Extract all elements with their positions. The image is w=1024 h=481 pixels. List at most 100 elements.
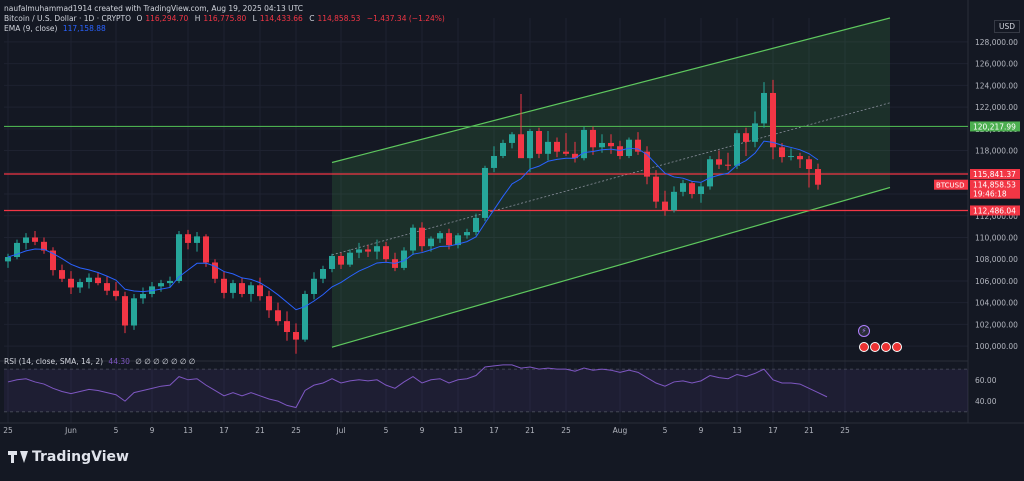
candle-body [518, 134, 524, 159]
symbol-name[interactable]: Bitcoin / U.S. Dollar · 1D · CRYPTO [4, 14, 132, 23]
candle-body [347, 252, 353, 265]
level-label-bg [970, 205, 1020, 216]
price-tick-label: 102,000.00 [975, 320, 1018, 329]
candle-body [743, 133, 749, 142]
tradingview-logo: TradingView [8, 449, 129, 465]
candle-body [230, 283, 236, 293]
candle-body [383, 246, 389, 260]
flag-icon[interactable] [892, 342, 902, 352]
candle-body [311, 278, 317, 294]
candle-body [77, 282, 83, 288]
brand-name: TradingView [32, 449, 129, 465]
candle-body [725, 164, 731, 166]
candle-body [815, 169, 821, 185]
time-tick-label: 9 [420, 426, 425, 435]
candle-body [734, 133, 740, 166]
time-tick-label: 21 [525, 426, 535, 435]
candle-body [23, 237, 29, 243]
candle-body [455, 235, 461, 246]
candle-body [806, 159, 812, 170]
level-label: 112,486.04 [973, 206, 1016, 215]
symbol-badge-bg [934, 179, 968, 190]
candle-body [50, 250, 56, 271]
time-tick-label: 5 [663, 426, 668, 435]
rsi-legend[interactable]: RSI (14, close, SMA, 14, 2) 44.30 ∅ ∅ ∅ … [4, 357, 198, 366]
flag-icon[interactable] [870, 342, 880, 352]
level-label: 115,841.37 [973, 170, 1016, 179]
candle-body [140, 293, 146, 299]
time-tick-label: 13 [732, 426, 742, 435]
candle-body [653, 176, 659, 202]
channel-lower-line [331, 186, 891, 348]
author-line: naufalmuhammad1914 created with TradingV… [4, 4, 303, 13]
time-tick-label: 9 [150, 426, 155, 435]
flag-icon[interactable] [881, 342, 891, 352]
time-tick-label: 21 [255, 426, 265, 435]
channel-fill [332, 18, 890, 348]
rsi-label: RSI (14, close, SMA, 14, 2) [4, 357, 104, 366]
candle-body [356, 249, 362, 253]
candle-body [239, 283, 245, 294]
open-value: 116,294.70 [145, 14, 189, 23]
candle-body [707, 159, 713, 187]
candle-body [473, 217, 479, 233]
countdown-label: 19:46:18 [973, 190, 1007, 199]
candle-body [671, 191, 677, 211]
candle-body [401, 250, 407, 268]
candle-body [779, 147, 785, 158]
rsi-tick-label: 40.00 [975, 397, 997, 406]
time-tick-label: Jun [64, 426, 77, 435]
candle-body [761, 92, 767, 124]
ema-legend[interactable]: EMA (9, close) 117,158.88 [4, 24, 109, 33]
candle-body [599, 142, 605, 148]
candle-body [572, 153, 578, 159]
candle-body [320, 268, 326, 279]
candle-body [203, 236, 209, 263]
candle-body [374, 246, 380, 252]
candle-body [563, 151, 569, 154]
time-tick-label: 25 [3, 426, 13, 435]
lightning-icon[interactable]: ⚡ [858, 325, 870, 337]
candle-body [248, 285, 254, 294]
candle-body [491, 155, 497, 168]
candle-body [419, 227, 425, 247]
candle-body [608, 142, 614, 147]
candle-body [554, 141, 560, 152]
candle-body [617, 146, 623, 156]
rsi-tick-label: 60.00 [975, 376, 997, 385]
candle-body [698, 186, 704, 195]
symbol-badge: BTCUSD [936, 182, 965, 190]
time-tick-label: 5 [114, 426, 119, 435]
candle-body [527, 131, 533, 159]
candle-body [635, 139, 641, 152]
flag-icon[interactable] [859, 342, 869, 352]
candle-body [32, 237, 38, 242]
level-label: 120,217.99 [973, 122, 1016, 131]
candle-body [536, 131, 542, 154]
rsi-extra: ∅ ∅ ∅ ∅ ∅ ∅ ∅ [135, 357, 196, 366]
candle-body [122, 296, 128, 326]
currency-button[interactable]: USD [993, 20, 1020, 33]
ohlc-legend: Bitcoin / U.S. Dollar · 1D · CRYPTO O 116… [4, 14, 448, 23]
candle-body [5, 257, 11, 262]
candle-body [176, 234, 182, 281]
candle-body [644, 151, 650, 177]
candle-body [464, 232, 470, 236]
time-tick-label: Jul [335, 426, 345, 435]
candle-body [41, 241, 47, 251]
rsi-line [7, 364, 828, 409]
price-tick-label: 126,000.00 [975, 60, 1018, 69]
level-label-bg [970, 121, 1020, 132]
price-tick-label: 104,000.00 [975, 299, 1018, 308]
event-flags[interactable] [859, 342, 902, 352]
candle-body [68, 278, 74, 288]
candle-body [275, 310, 281, 322]
time-tick-label: 13 [453, 426, 463, 435]
candle-body [446, 233, 452, 246]
time-tick-label: 5 [384, 426, 389, 435]
candle-body [410, 227, 416, 251]
high-value: 116,775.80 [203, 14, 247, 23]
candle-body [95, 277, 101, 284]
